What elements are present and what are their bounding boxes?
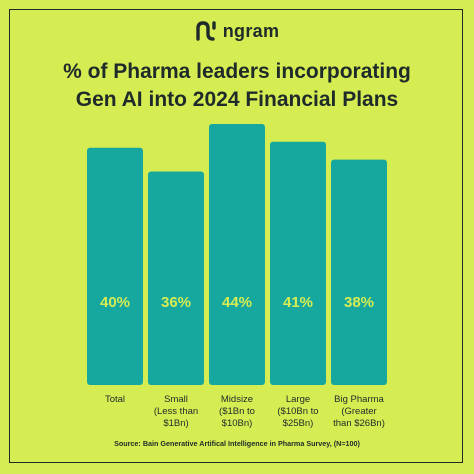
category-label-2-line-0: Midsize [221, 394, 253, 405]
category-label-3-line-0: Large [286, 394, 310, 405]
bar-2 [209, 124, 265, 385]
category-label-1-line-0: Small [164, 394, 188, 405]
bar-value-label-4: 38% [344, 294, 374, 311]
brand-name: ngram [222, 20, 280, 41]
category-label-2-line-2: $10Bn) [222, 418, 253, 429]
bar-value-label-0: 40% [100, 294, 130, 311]
category-label-4-line-2: than $26Bn) [333, 418, 385, 429]
brand-header: ngram [0, 20, 474, 42]
chart-title-line-2: Gen AI into 2024 Financial Plans [75, 88, 399, 111]
category-label-3-line-1: ($10Bn to [277, 406, 318, 417]
chart-title: % of Pharma leaders incorporating Gen AI… [0, 58, 474, 114]
category-label-0-line-0: Total [105, 394, 125, 405]
bar-value-label-3: 41% [283, 294, 313, 311]
category-label-4-line-0: Big Pharma [334, 394, 384, 405]
source-note: Source: Bain Generative Artifical Intell… [114, 439, 360, 448]
category-label-1-line-2: $1Bn) [163, 418, 188, 429]
bar-value-label-1: 36% [161, 294, 191, 311]
ngram-logo-icon [196, 21, 216, 41]
category-label-4-line-1: (Greater [341, 406, 376, 417]
bar-4 [331, 159, 387, 385]
bar-1 [148, 171, 204, 385]
category-label-3-line-2: $25Bn) [283, 418, 314, 429]
bar-value-label-2: 44% [222, 294, 252, 311]
bar-0 [87, 147, 143, 385]
category-label-1-line-1: (Less than [154, 406, 198, 417]
chart-title-line-1: % of Pharma leaders incorporating [63, 60, 411, 83]
bar-3 [270, 141, 326, 385]
border-frame [9, 9, 463, 463]
category-label-2-line-1: ($1Bn to [219, 406, 255, 417]
